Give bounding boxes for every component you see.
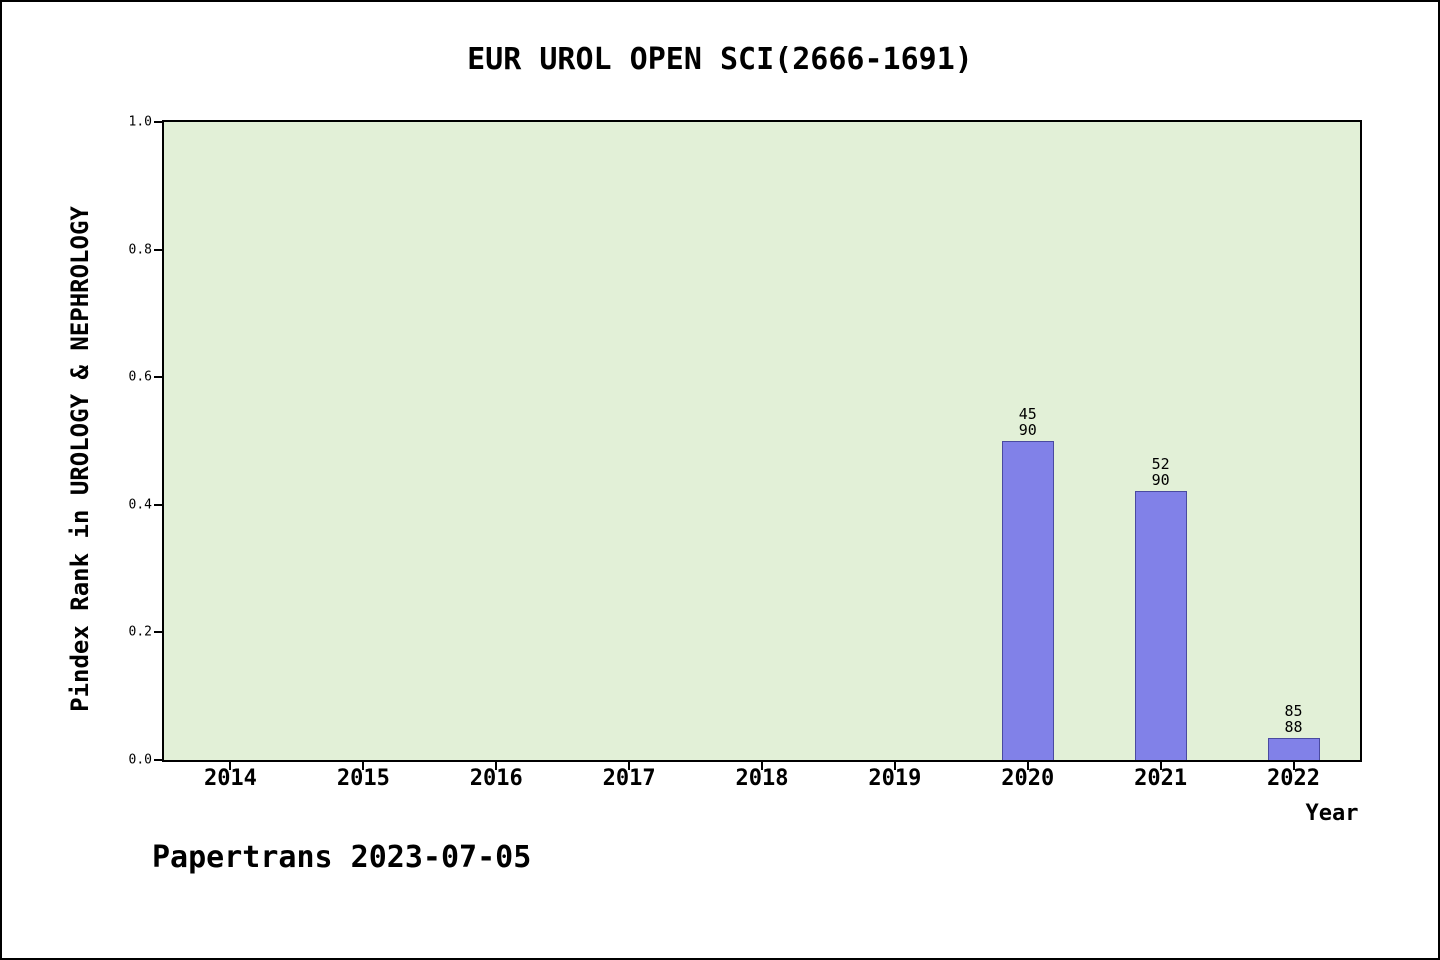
x-tick-label: 2022	[1267, 766, 1321, 791]
bar-label-denominator: 88	[1284, 718, 1303, 737]
x-axis-label: Year	[1305, 801, 1359, 826]
y-tick-mark	[154, 631, 162, 634]
x-tick-label: 2018	[735, 766, 789, 791]
bar-value-label: 45 90	[1019, 406, 1037, 438]
x-tick-label: 2019	[868, 766, 922, 791]
y-tick-label: 0.8	[128, 242, 152, 258]
x-tick-mark	[761, 762, 763, 770]
x-tick-label: 2017	[602, 766, 656, 791]
x-tick-label: 2015	[336, 766, 390, 791]
bar-label-denominator: 90	[1018, 421, 1037, 439]
x-tick-mark	[362, 762, 365, 770]
x-tick-mark	[495, 762, 498, 770]
bar-label-denominator: 90	[1151, 470, 1170, 489]
y-tick-label: 0.4	[128, 497, 152, 513]
y-tick-label: 0.6	[128, 369, 152, 385]
bar-value-label: 52 90	[1152, 456, 1170, 488]
watermark-text: Papertrans 2023-07-05	[152, 840, 532, 875]
bar-label-numerator: 45	[1018, 405, 1037, 423]
y-tick-mark	[154, 376, 162, 379]
y-tick-mark	[154, 121, 162, 123]
x-tick-mark	[1159, 762, 1162, 770]
x-tick-label: 2021	[1134, 766, 1188, 791]
bar-label-numerator: 52	[1151, 454, 1170, 473]
bar-value-label: 85 88	[1285, 703, 1303, 735]
chart-bar	[1134, 490, 1187, 760]
x-tick-label: 2016	[469, 766, 523, 791]
chart-title: EUR UROL OPEN SCI(2666-1691)	[467, 42, 973, 77]
x-tick-label: 2020	[1001, 766, 1055, 791]
bar-label-numerator: 85	[1284, 702, 1303, 721]
y-tick-label: 0.2	[128, 624, 152, 640]
y-axis-label: Pindex Rank in UROLOGY & NEPHROLOGY	[66, 206, 94, 712]
plot-area: 45 90 52 90 85 88	[162, 120, 1362, 762]
y-tick-mark	[154, 248, 162, 251]
x-tick-mark	[229, 762, 232, 770]
y-tick-label: 1.0	[128, 114, 152, 130]
chart-bar	[1001, 441, 1054, 760]
chart-bar	[1267, 738, 1320, 760]
y-tick-mark	[154, 759, 162, 761]
y-tick-mark	[154, 503, 162, 506]
x-tick-mark	[1292, 762, 1295, 770]
x-tick-mark	[893, 762, 896, 770]
x-tick-mark	[628, 762, 631, 770]
y-tick-label: 0.0	[128, 752, 152, 768]
x-tick-label: 2014	[203, 766, 257, 791]
x-tick-mark	[1026, 762, 1029, 770]
